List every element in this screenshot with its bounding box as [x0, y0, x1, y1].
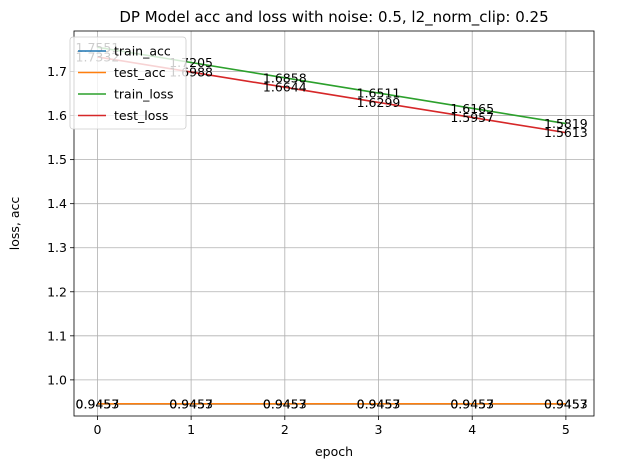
y-axis-label: loss, acc: [7, 197, 22, 251]
y-tick-label: 1.0: [47, 372, 67, 387]
y-tick-label: 1.3: [47, 240, 67, 255]
y-tick-label: 1.5: [47, 152, 67, 167]
train_acc-data-label: 0.9453: [263, 396, 307, 411]
train_acc-data-label: 0.9453: [357, 396, 401, 411]
y-tick-label: 1.7: [47, 64, 67, 79]
train_acc-data-label: 0.9453: [169, 396, 213, 411]
test_loss-legend-label: test_loss: [114, 108, 168, 123]
x-tick-label: 2: [281, 422, 289, 437]
test_loss-data-label: 1.5957: [450, 110, 494, 125]
test_acc-data-label: 0.9457: [357, 396, 401, 411]
x-tick-label: 5: [562, 422, 570, 437]
grid: [74, 31, 594, 416]
y-axis-ticks: 1.0 1.1 1.2 1.3 1.4 1.5 1.6 1.7: [47, 64, 74, 387]
x-tick-label: 3: [375, 422, 383, 437]
train_loss-data-label: 1.6511: [357, 86, 401, 101]
train_acc-data-label: 0.9453: [450, 396, 494, 411]
test_acc-legend-label: test_acc: [114, 65, 166, 80]
train_loss-legend-label: train_loss: [114, 87, 174, 102]
test_acc-data-label: 0.9457: [450, 396, 494, 411]
train_acc-data-label: 0.9453: [76, 396, 120, 411]
y-tick-label: 1.6: [47, 108, 67, 123]
x-tick-label: 0: [93, 422, 101, 437]
legend: train_acc test_acc train_loss test_loss: [69, 36, 187, 130]
train_loss-data-label: 1.5819: [544, 116, 588, 131]
plot-frame: [73, 30, 595, 417]
x-tick-label: 1: [187, 422, 195, 437]
legend-box: [69, 36, 187, 130]
y-tick-label: 1.1: [47, 328, 67, 343]
test_loss-data-label: 1.6644: [263, 80, 307, 95]
train_acc-legend-label: train_acc: [114, 44, 171, 59]
y-tick-label: 1.2: [47, 284, 67, 299]
chart-title: DP Model acc and loss with noise: 0.5, l…: [119, 8, 548, 27]
train_loss-data-label: 1.6858: [263, 70, 307, 85]
train_acc-data-label: 0.9453: [544, 396, 588, 411]
x-tick-label: 4: [468, 422, 476, 437]
test_acc-data-label: 0.9457: [169, 396, 213, 411]
x-axis-label: epoch: [315, 444, 353, 459]
train_loss-data-label: 1.6165: [450, 101, 494, 116]
x-axis-ticks: 0 1 2 3 4 5: [93, 416, 570, 437]
test_loss-data-label: 1.6299: [357, 95, 401, 110]
y-tick-label: 1.4: [47, 196, 67, 211]
test_acc-data-label: 0.9457: [544, 396, 588, 411]
test_acc-data-label: 0.9457: [76, 396, 120, 411]
test_acc-data-label: 0.9457: [263, 396, 307, 411]
test_loss-data-label: 1.5613: [544, 125, 588, 140]
